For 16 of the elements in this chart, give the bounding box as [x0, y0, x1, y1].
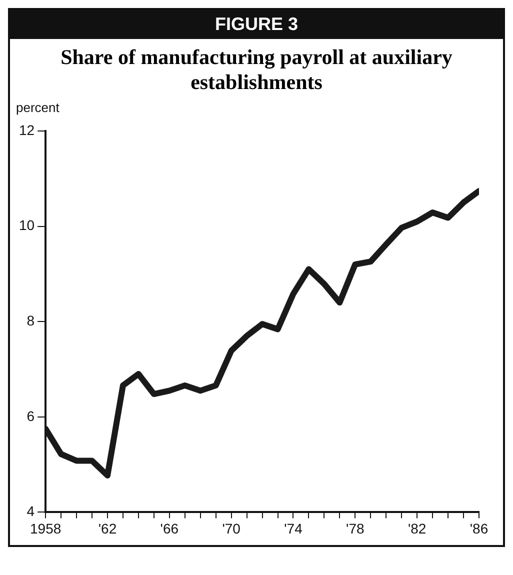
x-tick-label: '62 [98, 520, 117, 537]
x-tick-label: '70 [222, 520, 241, 537]
x-tick-label: '66 [160, 520, 179, 537]
x-tick-label: '74 [284, 520, 303, 537]
x-tick-label: 1958 [30, 520, 62, 537]
y-tick-label: 12 [18, 122, 35, 138]
caption: FIGURE 3 [10, 10, 503, 39]
y-tick-label: 10 [18, 218, 35, 234]
y-tick-label: 4 [26, 503, 35, 520]
y-axis-title: percent [16, 100, 60, 116]
chart-title: Share of manufacturing payroll at auxiliary establishments [60, 44, 454, 96]
x-tick-label: '82 [408, 520, 426, 537]
x-tick-label: '78 [346, 520, 364, 537]
y-tick-label: 6 [26, 408, 35, 424]
y-tick-label: 8 [26, 312, 35, 329]
x-tick-label: '86 [470, 520, 488, 537]
